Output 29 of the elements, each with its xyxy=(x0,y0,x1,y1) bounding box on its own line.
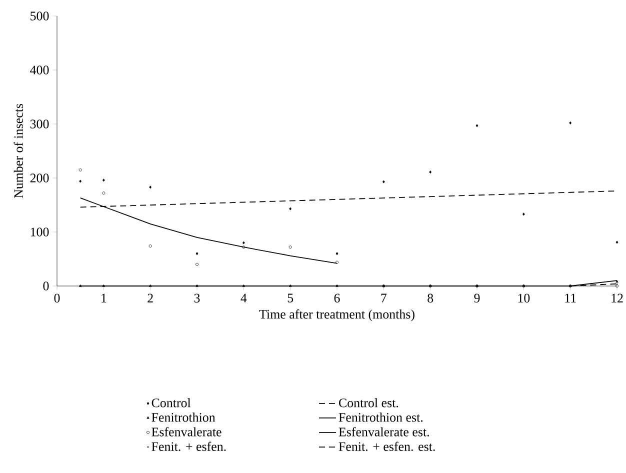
y-tick-label: 300 xyxy=(30,120,49,128)
x-tick-label: 9 xyxy=(474,294,480,302)
x-tick-label: 8 xyxy=(428,294,434,303)
y-axis-title: Number of insects xyxy=(14,104,23,198)
y-tick-label: 400 xyxy=(30,66,49,74)
legend-label: Esfenvalerate est. xyxy=(338,427,429,436)
legend-label: Fenitrothion est. xyxy=(338,412,423,422)
legend-label: Control xyxy=(152,398,191,408)
x-axis-title: Time after treatment (months) xyxy=(259,309,414,322)
x-tick-label: 5 xyxy=(288,294,294,302)
x-tick-label: 12 xyxy=(612,294,623,302)
x-tick-label: 0 xyxy=(54,294,60,303)
x-tick-label: 7 xyxy=(381,294,387,302)
x-tick-label: 1 xyxy=(102,294,106,302)
y-tick-label: 500 xyxy=(30,12,49,20)
x-tick-label: 10 xyxy=(518,294,530,303)
y-tick-label: 100 xyxy=(30,228,49,236)
x-tick-label: 4 xyxy=(240,294,247,302)
y-tick-label: 200 xyxy=(30,174,49,182)
legend-label: Fenit. + esfen. est. xyxy=(338,442,435,452)
x-tick-label: 3 xyxy=(194,294,200,302)
legend-label: Esfenvalerate xyxy=(152,427,222,436)
legend-label: Fenitrothion xyxy=(152,412,216,422)
x-tick-label: 2 xyxy=(148,294,153,302)
legend-label: Fenit. + esfen. xyxy=(152,442,226,452)
legend-label: Control est. xyxy=(339,398,398,408)
x-tick-label: 11 xyxy=(565,294,576,302)
y-tick-label: 0 xyxy=(43,282,49,290)
x-tick-label: 6 xyxy=(334,294,340,302)
